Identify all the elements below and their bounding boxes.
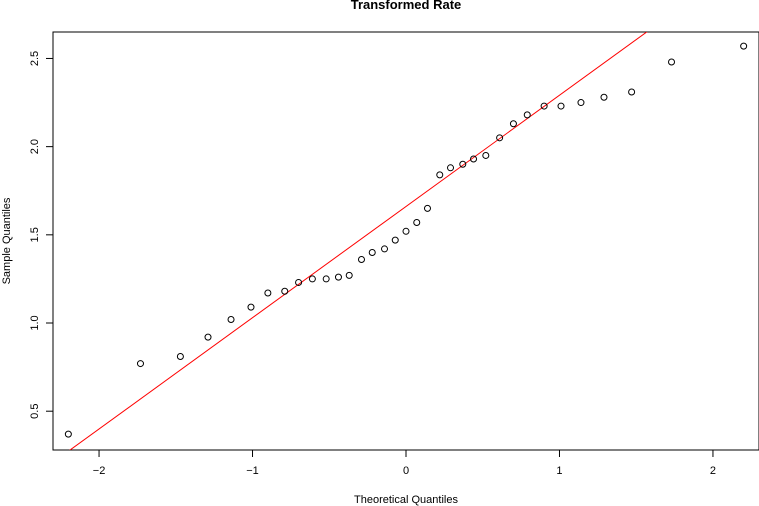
x-axis-label: Theoretical Quantiles <box>354 494 458 506</box>
x-axis: −2 −1 0 1 2 <box>93 449 716 477</box>
data-point <box>413 218 421 226</box>
data-point <box>482 151 490 159</box>
y-tick-label: 0.5 <box>29 404 41 419</box>
reference-line <box>69 32 648 450</box>
data-point <box>247 303 255 311</box>
data-point <box>402 227 410 235</box>
x-tick-label: 2 <box>710 465 716 477</box>
x-tick-label: −2 <box>93 465 106 477</box>
data-point <box>357 256 365 264</box>
data-point <box>470 155 478 163</box>
data-point <box>668 58 676 66</box>
data-point <box>176 353 184 361</box>
data-point <box>281 287 289 295</box>
x-tick-label: 0 <box>403 465 409 477</box>
data-point <box>322 275 330 283</box>
data-point <box>523 111 531 119</box>
data-point <box>628 88 636 96</box>
y-tick-label: 1.0 <box>29 315 41 330</box>
data-point <box>368 248 376 256</box>
data-point <box>227 315 235 323</box>
data-point <box>459 160 467 168</box>
data-point <box>600 93 608 101</box>
y-tick-label: 1.5 <box>29 227 41 242</box>
data-point <box>447 164 455 172</box>
data-point <box>509 120 517 128</box>
data-point <box>436 171 444 179</box>
y-axis: 0.5 1.0 1.5 2.0 2.5 <box>29 51 54 419</box>
data-point <box>295 278 303 286</box>
data-point <box>540 102 548 110</box>
data-point <box>496 134 504 142</box>
data-point <box>264 289 272 297</box>
data-point <box>381 245 389 253</box>
y-axis-label: Sample Quantiles <box>1 197 13 284</box>
x-tick-label: 1 <box>556 465 562 477</box>
data-point <box>136 360 144 368</box>
data-point <box>740 42 748 50</box>
data-point <box>577 99 585 107</box>
data-point <box>204 333 212 341</box>
data-point <box>308 275 316 283</box>
reference-line-layer <box>69 32 648 450</box>
plot-frame <box>52 31 759 451</box>
y-tick-label: 2.5 <box>29 51 41 66</box>
data-point <box>423 204 431 212</box>
data-point <box>391 236 399 244</box>
data-point <box>64 430 72 438</box>
points-layer <box>64 42 748 438</box>
data-point <box>557 102 565 110</box>
x-tick-label: −1 <box>246 465 259 477</box>
data-point <box>345 271 353 279</box>
data-point <box>334 273 342 281</box>
chart-title: Transformed Rate <box>351 0 462 12</box>
y-tick-label: 2.0 <box>29 139 41 154</box>
